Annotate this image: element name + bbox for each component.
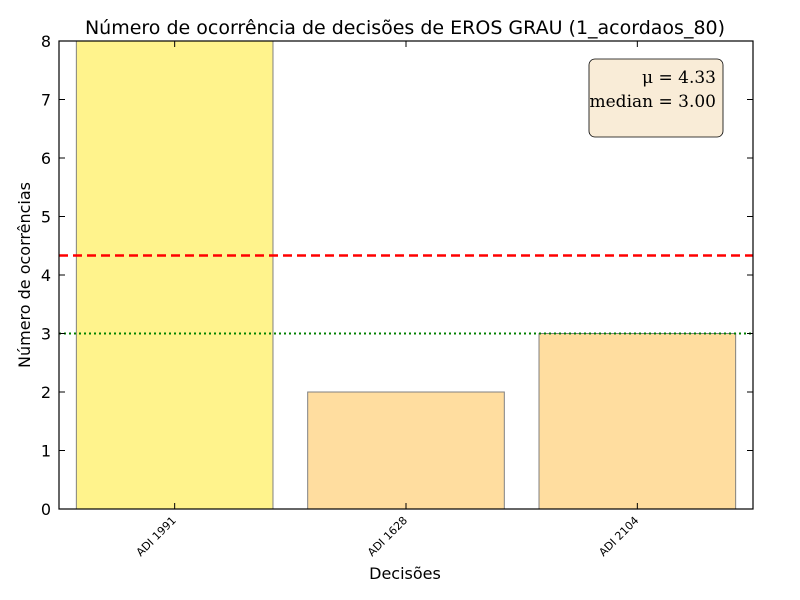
y-tick-label: 4 [41,266,51,285]
bar-adi-1991 [75,40,274,510]
stats-median-text: median = 3.00 [590,92,717,112]
stats-box: μ = 4.33 median = 3.00 [588,58,724,138]
y-tick-label: 5 [41,208,51,227]
bar-adi-2104 [538,333,737,510]
reference-lines [59,254,753,335]
y-tick-label: 6 [41,149,51,168]
y-tick-label: 2 [41,383,51,402]
y-tick-label: 0 [41,500,51,519]
bars-group [75,40,737,510]
chart-title: Número de ocorrência de decisões de EROS… [85,17,725,39]
x-tick-label: ADI 2104 [596,514,641,559]
y-axis-ticks: 0 1 2 3 4 5 6 7 8 [41,32,753,519]
y-axis-label: Número de ocorrências [15,182,34,368]
x-axis-label: Decisões [369,564,441,583]
x-tick-label: ADI 1991 [134,514,179,559]
y-tick-label: 1 [41,442,51,461]
stats-box-background [588,58,724,138]
y-tick-label: 8 [41,32,51,51]
y-tick-label: 3 [41,325,51,344]
x-tick-label: ADI 1628 [365,514,410,559]
bar-adi-1628 [307,391,505,510]
y-tick-label: 7 [41,91,51,110]
stats-mean-text: μ = 4.33 [642,68,716,88]
